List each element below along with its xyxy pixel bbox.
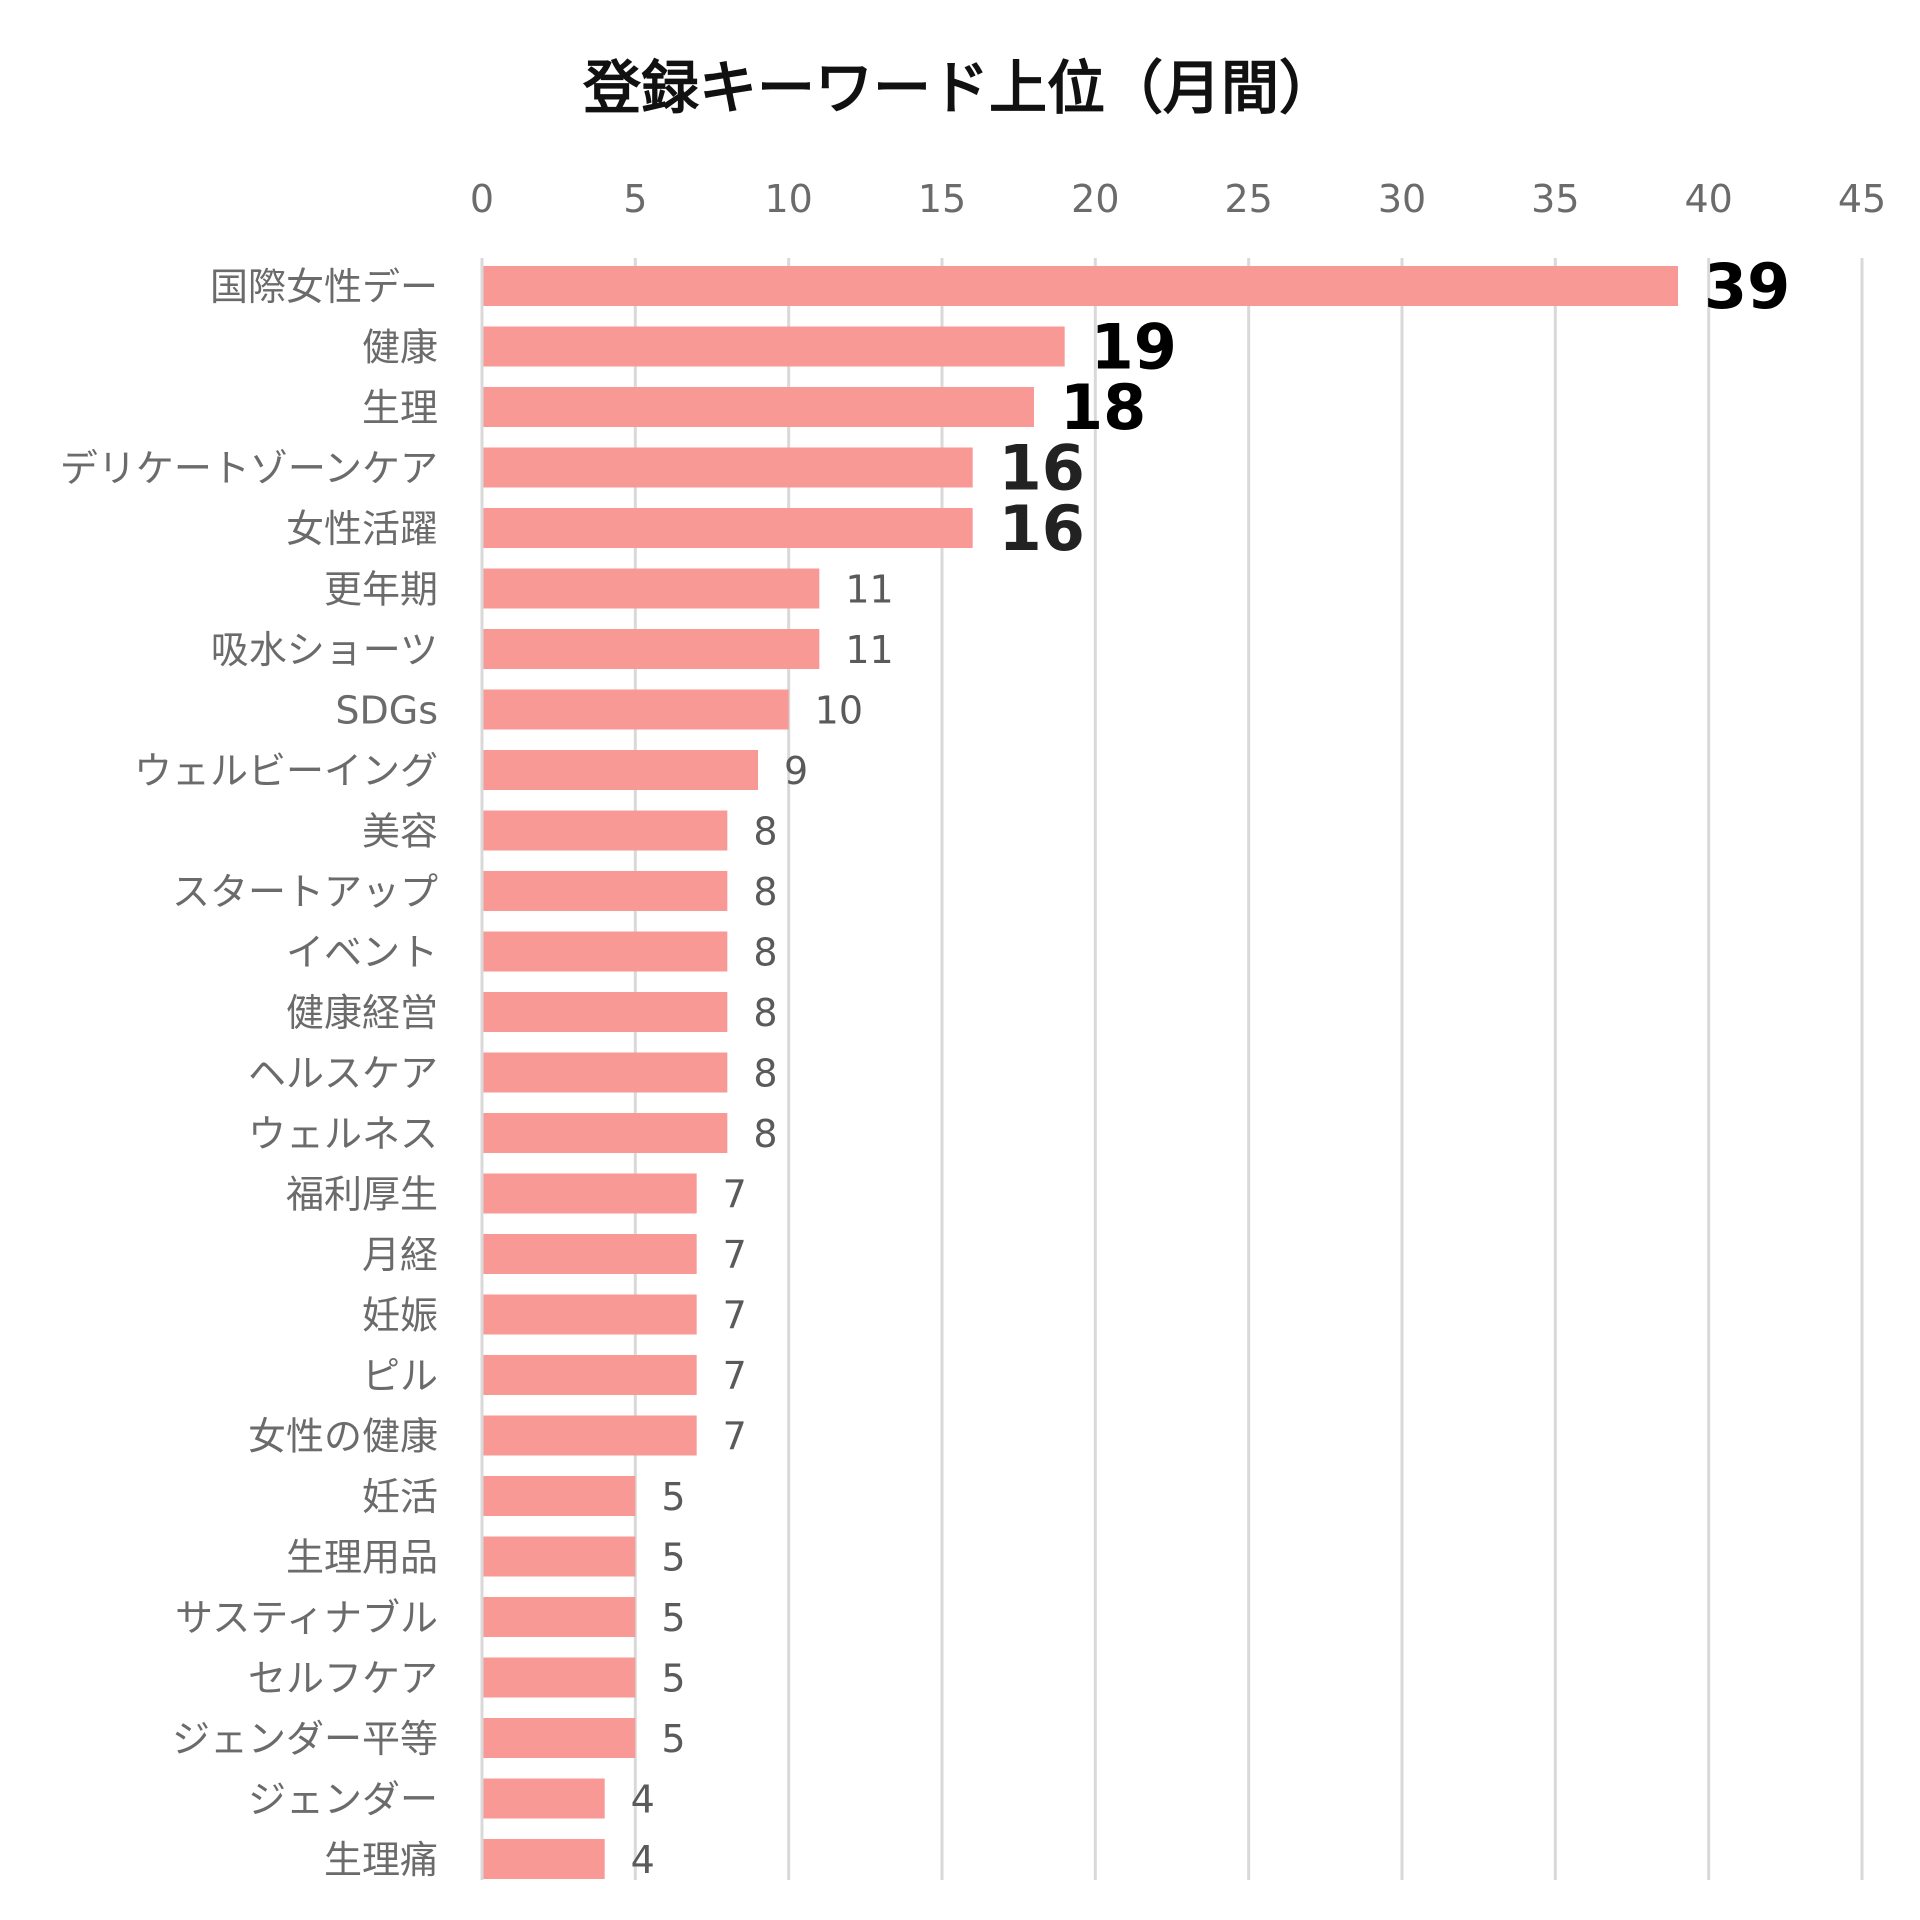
bars: [483, 266, 1678, 1879]
bar: [483, 992, 728, 1032]
bar: [483, 568, 820, 609]
category-label: ヘルスケア: [248, 1052, 438, 1096]
value-label: 5: [661, 1596, 685, 1640]
bar: [483, 266, 1678, 306]
bar: [483, 1113, 728, 1153]
category-label: 月経: [362, 1233, 438, 1277]
value-label: 9: [784, 749, 808, 793]
bar: [483, 1839, 605, 1879]
category-label: ジェンダー: [248, 1778, 438, 1822]
category-label: 生理: [362, 386, 438, 430]
x-tick-label: 35: [1531, 177, 1579, 221]
category-label: 健康: [362, 326, 438, 370]
value-label: 4: [631, 1778, 655, 1822]
bar: [483, 1597, 636, 1637]
bar: [483, 1476, 636, 1516]
bar: [483, 508, 973, 548]
value-label: 8: [753, 810, 777, 854]
category-label: SDGs: [335, 689, 438, 733]
value-label: 16: [999, 492, 1085, 565]
category-label: 国際女性デー: [210, 265, 438, 309]
value-label: 5: [661, 1657, 685, 1701]
category-label: 吸水ショーツ: [211, 628, 438, 672]
bar: [483, 810, 728, 851]
value-label: 18: [1060, 371, 1146, 444]
value-label: 11: [845, 568, 893, 612]
value-label: 7: [723, 1354, 747, 1398]
category-label: セルフケア: [248, 1657, 438, 1701]
bar: [483, 931, 728, 972]
value-label: 7: [723, 1415, 747, 1459]
bar: [483, 1355, 697, 1395]
value-label: 7: [723, 1294, 747, 1338]
x-tick-label: 10: [764, 177, 812, 221]
x-tick-label: 45: [1838, 177, 1886, 221]
value-label: 8: [753, 931, 777, 975]
category-label: 妊活: [362, 1475, 438, 1519]
bar: [483, 1415, 697, 1456]
x-tick-label: 30: [1378, 177, 1426, 221]
bar: [483, 629, 820, 669]
category-label: 美容: [362, 810, 438, 854]
category-label: 妊娠: [362, 1294, 438, 1338]
chart-title: 登録キーワード上位（月間）: [582, 54, 1337, 122]
bar: [483, 1718, 636, 1758]
category-label: 女性活躍: [286, 507, 438, 551]
category-label: スタートアップ: [172, 870, 438, 914]
x-tick-label: 0: [470, 177, 494, 221]
value-label: 5: [661, 1475, 685, 1519]
x-tick-label: 25: [1224, 177, 1272, 221]
bar: [483, 1536, 636, 1577]
value-label: 8: [753, 991, 777, 1035]
x-tick-label: 20: [1071, 177, 1119, 221]
x-tick-label: 15: [918, 177, 966, 221]
bar: [483, 871, 728, 911]
x-axis-ticks: 0 5 10 15 20 25 30 35 40 45: [470, 177, 1886, 221]
bar: [483, 750, 758, 790]
bar: [483, 1234, 697, 1274]
category-label: イベント: [286, 931, 438, 975]
category-label: サスティナブル: [175, 1596, 438, 1640]
category-label: 更年期: [324, 568, 438, 612]
bar: [483, 447, 973, 488]
value-label: 8: [753, 1112, 777, 1156]
bar: [483, 1294, 697, 1335]
value-label: 4: [631, 1838, 655, 1882]
category-label: デリケートゾーンケア: [60, 447, 438, 491]
x-tick-label: 40: [1684, 177, 1732, 221]
category-label: 女性の健康: [248, 1415, 438, 1459]
bar: [483, 1173, 697, 1214]
value-label: 19: [1091, 311, 1177, 384]
category-label: ピル: [362, 1354, 438, 1398]
value-label: 11: [845, 628, 893, 672]
value-label: 7: [723, 1233, 747, 1277]
bar: [483, 689, 789, 730]
value-label: 39: [1704, 250, 1790, 323]
bar: [483, 326, 1065, 367]
x-tick-label: 5: [623, 177, 647, 221]
value-label: 5: [661, 1717, 685, 1761]
value-label: 8: [753, 870, 777, 914]
bar: [483, 387, 1034, 427]
bar: [483, 1052, 728, 1093]
category-label: 健康経営: [286, 991, 438, 1035]
category-label: ジェンダー平等: [172, 1717, 438, 1761]
category-label: 生理用品: [286, 1536, 438, 1580]
value-label: 16: [999, 432, 1085, 505]
category-label: ウェルビーイング: [134, 749, 438, 793]
category-label: 福利厚生: [286, 1173, 438, 1217]
bar: [483, 1657, 636, 1698]
value-label: 5: [661, 1536, 685, 1580]
category-label: 生理痛: [324, 1838, 438, 1882]
value-label: 8: [753, 1052, 777, 1096]
value-label: 7: [723, 1173, 747, 1217]
bar: [483, 1778, 605, 1819]
value-label: 10: [815, 689, 863, 733]
category-label: ウェルネス: [248, 1112, 438, 1156]
